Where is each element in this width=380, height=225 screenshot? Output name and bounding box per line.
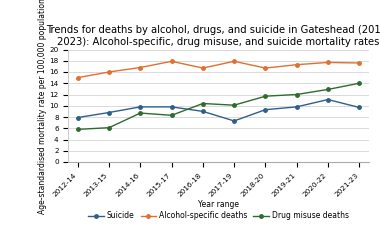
Alcohol-specific deaths [138, 66, 142, 69]
Alcohol-specific deaths [169, 60, 174, 63]
Alcohol-specific deaths [326, 61, 330, 64]
Suicide [201, 110, 205, 113]
Drug misuse deaths [169, 114, 174, 117]
Alcohol-specific deaths [263, 67, 268, 69]
Suicide [138, 106, 142, 108]
Drug misuse deaths [232, 104, 236, 107]
Suicide [294, 106, 299, 108]
Suicide [357, 106, 361, 109]
Drug misuse deaths [357, 82, 361, 85]
X-axis label: Year range: Year range [198, 200, 239, 209]
Legend: Suicide, Alcohol-specific deaths, Drug misuse deaths: Suicide, Alcohol-specific deaths, Drug m… [85, 208, 352, 223]
Alcohol-specific deaths [76, 76, 80, 79]
Suicide [263, 108, 268, 111]
Title: Trends for deaths by alcohol, drugs, and suicide in Gateshead (2012-
2023): Alco: Trends for deaths by alcohol, drugs, and… [46, 25, 380, 47]
Suicide [232, 120, 236, 122]
Alcohol-specific deaths [201, 67, 205, 69]
Y-axis label: Age-standardised mortality rate per 100,000 population: Age-standardised mortality rate per 100,… [38, 0, 47, 214]
Suicide [107, 111, 111, 114]
Drug misuse deaths [326, 88, 330, 91]
Drug misuse deaths [138, 112, 142, 114]
Line: Alcohol-specific deaths: Alcohol-specific deaths [76, 60, 361, 79]
Alcohol-specific deaths [357, 62, 361, 64]
Suicide [76, 116, 80, 119]
Drug misuse deaths [107, 126, 111, 129]
Suicide [169, 106, 174, 108]
Drug misuse deaths [294, 93, 299, 96]
Line: Drug misuse deaths: Drug misuse deaths [76, 81, 361, 131]
Line: Suicide: Suicide [76, 98, 361, 123]
Suicide [326, 98, 330, 101]
Drug misuse deaths [201, 102, 205, 105]
Drug misuse deaths [76, 128, 80, 131]
Drug misuse deaths [263, 95, 268, 98]
Alcohol-specific deaths [107, 71, 111, 73]
Alcohol-specific deaths [294, 63, 299, 66]
Alcohol-specific deaths [232, 60, 236, 63]
